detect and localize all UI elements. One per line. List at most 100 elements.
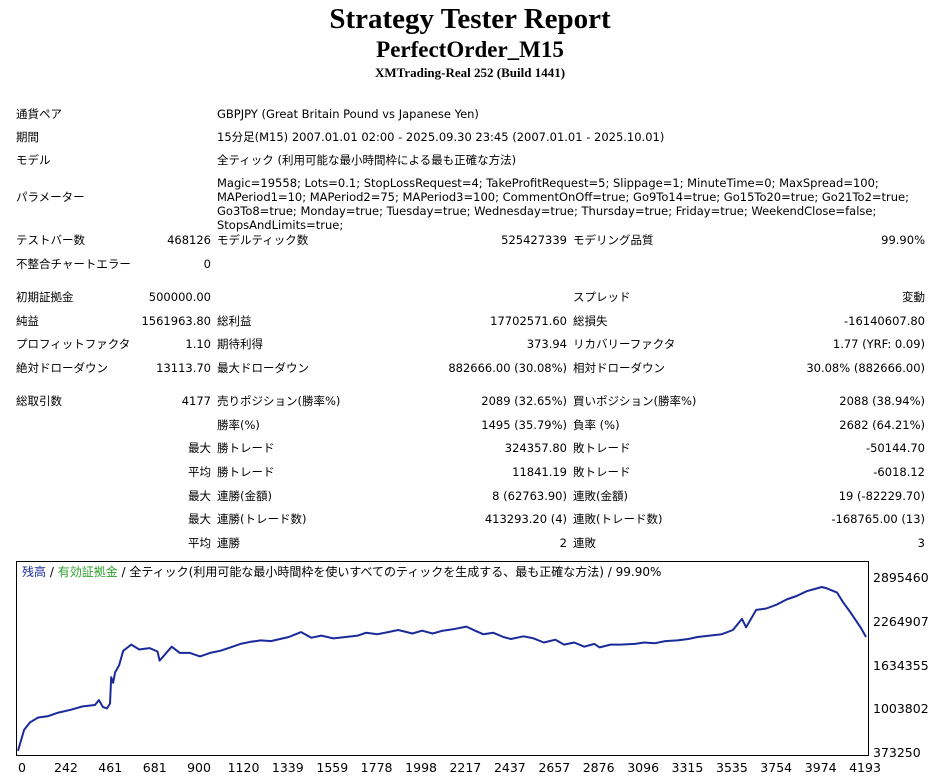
net-profit-label: 純益 — [16, 314, 39, 328]
long-positions-value: 2088 (38.94%) — [839, 394, 925, 408]
x-tick-label: 242 — [54, 760, 78, 775]
total-trades-value: 4177 — [181, 394, 211, 408]
avg-label: 平均 — [188, 465, 211, 479]
short-positions-value: 2089 (32.65%) — [481, 394, 567, 408]
loss-rate-label: 負率 (%) — [573, 418, 620, 432]
period-label: 期間 — [16, 130, 39, 144]
avg-loss-label: 敗トレード — [573, 465, 631, 479]
legend-equity: 有効証拠金 — [57, 565, 118, 579]
max-label: 最大 — [188, 512, 211, 526]
deposit-label: 初期証拠金 — [16, 290, 74, 304]
spread-label: スプレッド — [573, 290, 631, 304]
x-tick-label: 3974 — [804, 760, 837, 775]
expected-payoff-value: 373.94 — [526, 337, 567, 351]
x-tick-label: 1339 — [271, 760, 304, 775]
x-tick-label: 2876 — [582, 760, 615, 775]
gross-profit-label: 総利益 — [217, 314, 252, 328]
max-label: 最大 — [188, 441, 211, 455]
cons-wins-count-value: 413293.20 (4) — [484, 512, 567, 526]
balance-line — [17, 586, 867, 752]
net-profit-value: 1561963.80 — [141, 314, 211, 328]
gross-loss-value: -16140607.80 — [844, 314, 925, 328]
cons-losses-amount-value: 19 (-82229.70) — [838, 489, 925, 503]
largest-win-value: 324357.80 — [504, 441, 567, 455]
x-tick-label: 1998 — [405, 760, 437, 775]
x-tick-label: 0 — [18, 760, 26, 775]
x-tick-label: 2217 — [449, 760, 482, 775]
x-tick-label: 2657 — [538, 760, 571, 775]
model-label: モデル — [16, 153, 51, 167]
model-value: 全ティック (利用可能な最小時間枠による最も正確な方法) — [217, 153, 517, 167]
chart-legend: 残高 / 有効証拠金 / 全ティック(利用可能な最小時間枠を使いすべてのティック… — [22, 565, 661, 579]
deposit-value: 500000.00 — [148, 290, 211, 304]
x-tick-label: 3315 — [671, 760, 704, 775]
x-tick-label: 1778 — [360, 760, 393, 775]
profit-factor-value: 1.10 — [185, 337, 211, 351]
maximal-drawdown-value: 882666.00 (30.08%) — [448, 361, 567, 375]
y-tick-label: 373250 — [873, 745, 921, 760]
x-tick-label: 461 — [98, 760, 123, 775]
recovery-factor-value: 1.77 (YRF: 0.09) — [832, 337, 925, 351]
cons-wins-amount-value: 8 (62763.90) — [492, 489, 567, 503]
chart-plot — [17, 586, 867, 752]
bars-value: 468126 — [167, 233, 211, 247]
relative-drawdown-label: 相対ドローダウン — [573, 361, 665, 375]
largest-loss-label: 敗トレード — [573, 441, 631, 455]
y-tick-label: 1634355 — [873, 657, 929, 673]
legend-balance: 残高 — [22, 565, 47, 579]
long-positions-label: 買いポジション(勝率%) — [573, 394, 697, 408]
server-info: XMTrading-Real 252 (Build 1441) — [374, 65, 566, 80]
x-tick-label: 681 — [142, 760, 167, 775]
x-tick-label: 3535 — [716, 760, 748, 775]
report-title: Strategy Tester Report — [329, 3, 611, 35]
profit-factor-label: プロフィットファクタ — [16, 337, 131, 351]
total-trades-label: 総取引数 — [16, 394, 62, 408]
gross-profit-value: 17702571.60 — [490, 314, 567, 328]
bars-label: テストバー数 — [16, 233, 85, 247]
y-tick-label: 1003802 — [873, 701, 929, 717]
cons-wins-amount-label: 連勝(金額) — [217, 489, 272, 503]
expected-payoff-label: 期待利得 — [217, 337, 263, 351]
avg-loss-value: -6018.12 — [873, 465, 925, 479]
short-positions-label: 売りポジション(勝率%) — [217, 394, 341, 408]
maximal-drawdown-label: 最大ドローダウン — [217, 361, 309, 375]
cons-wins-count-label: 連勝(トレード数) — [217, 512, 307, 526]
avg-cons-wins-value: 2 — [559, 536, 567, 550]
spread-value: 変動 — [902, 290, 925, 304]
x-tick-label: 2437 — [493, 760, 526, 775]
avg-cons-wins-label: 連勝 — [217, 536, 240, 550]
params-value: Magic=19558; Lots=0.1; StopLossRequest=4… — [217, 176, 910, 232]
y-tick-label: 2264907 — [873, 613, 929, 629]
mismatch-value: 0 — [203, 257, 211, 271]
x-tick-label: 3096 — [627, 760, 660, 775]
params-label: パラメーター — [16, 190, 85, 204]
ea-name: PerfectOrder_M15 — [376, 37, 564, 62]
period-value: 15分足(M15) 2007.01.01 02:00 - 2025.09.30 … — [217, 130, 665, 144]
largest-win-label: 勝トレード — [217, 441, 275, 455]
mismatch-label: 不整合チャートエラー — [16, 257, 131, 271]
pair-label: 通貨ペア — [16, 107, 62, 121]
cons-losses-count-label: 連敗(トレード数) — [573, 512, 663, 526]
x-tick-label: 4193 — [849, 760, 881, 775]
avg-win-label: 勝トレード — [217, 465, 275, 479]
recovery-factor-label: リカバリーファクタ — [573, 337, 676, 351]
legend-separator: / — [46, 565, 58, 579]
x-tick-label: 1559 — [316, 760, 349, 775]
relative-drawdown-value: 30.08% (882666.00) — [806, 361, 925, 375]
x-tick-label: 1120 — [227, 760, 260, 775]
gross-loss-label: 総損失 — [573, 314, 608, 328]
win-rate-label: 勝率(%) — [217, 418, 260, 432]
quality-value: 99.90% — [881, 233, 925, 247]
legend-model-info: / 全ティック(利用可能な最小時間枠を使いすべてのティックを生成する、最も正確な… — [117, 565, 662, 579]
cons-losses-count-value: -168765.00 (13) — [831, 512, 925, 526]
x-tick-label: 3754 — [760, 760, 793, 775]
x-tick-label: 900 — [187, 760, 211, 775]
balance-chart: 残高 / 有効証拠金 / 全ティック(利用可能な最小時間枠を使いすべてのティック… — [16, 561, 869, 756]
avg-cons-losses-value: 3 — [917, 536, 925, 550]
ticks-label: モデルティック数 — [217, 233, 309, 247]
max-label: 最大 — [188, 489, 211, 503]
quality-label: モデリング品質 — [573, 233, 654, 247]
cons-losses-amount-label: 連敗(金額) — [573, 489, 628, 503]
pair-value: GBPJPY (Great Britain Pound vs Japanese … — [217, 107, 479, 121]
win-rate-value: 1495 (35.79%) — [481, 418, 567, 432]
